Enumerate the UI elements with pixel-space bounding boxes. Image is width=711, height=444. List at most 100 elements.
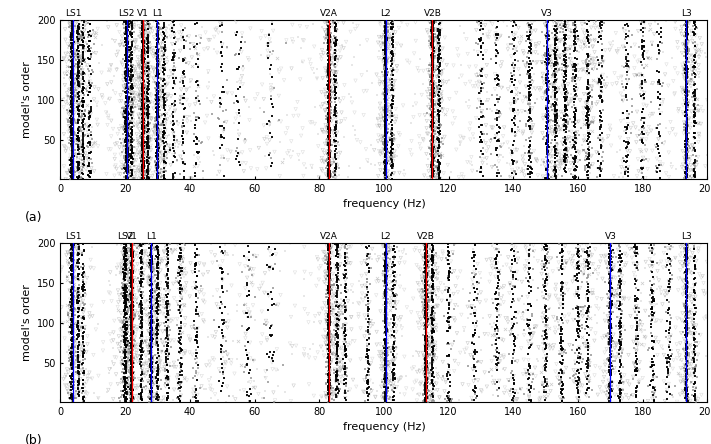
Point xyxy=(137,92,149,99)
Point xyxy=(119,334,130,341)
Point xyxy=(362,262,373,269)
Point xyxy=(73,100,84,107)
Point xyxy=(415,145,427,152)
Point xyxy=(682,279,693,286)
Point xyxy=(323,326,334,333)
Point xyxy=(84,154,95,161)
Point xyxy=(443,395,454,402)
Point xyxy=(540,341,552,348)
Point xyxy=(459,328,470,335)
Point xyxy=(122,158,133,165)
Point xyxy=(117,322,129,329)
Point xyxy=(142,140,154,147)
Point xyxy=(171,322,183,329)
Point xyxy=(135,169,146,176)
Point xyxy=(474,138,486,145)
Point xyxy=(161,341,173,349)
Point xyxy=(324,365,335,373)
Point xyxy=(248,266,260,273)
Point xyxy=(603,321,614,328)
Point xyxy=(134,359,146,366)
Point xyxy=(524,48,535,55)
Point xyxy=(615,325,626,332)
Point xyxy=(542,315,553,322)
Point xyxy=(331,46,342,53)
Point xyxy=(131,136,142,143)
Point xyxy=(129,331,141,338)
Point xyxy=(119,307,130,314)
Point xyxy=(321,256,333,263)
Point xyxy=(73,135,85,142)
Point xyxy=(555,36,567,44)
Point xyxy=(380,274,391,281)
Point xyxy=(324,24,336,31)
Point xyxy=(558,73,570,80)
Point xyxy=(492,166,503,174)
Point xyxy=(561,156,572,163)
Point xyxy=(426,42,437,49)
Point xyxy=(505,69,516,76)
Point xyxy=(669,382,680,389)
Point xyxy=(122,64,134,71)
Point xyxy=(689,262,700,270)
Point xyxy=(379,305,390,313)
Point xyxy=(168,67,179,74)
Point xyxy=(323,367,334,374)
Point xyxy=(385,19,397,26)
Point xyxy=(570,90,582,97)
Point xyxy=(68,66,79,73)
Point xyxy=(585,253,597,260)
Point xyxy=(330,56,341,63)
Point xyxy=(363,329,374,337)
Point xyxy=(68,351,79,358)
Point xyxy=(73,250,85,258)
Point xyxy=(137,26,149,33)
Point xyxy=(386,87,397,94)
Point xyxy=(381,37,392,44)
Point xyxy=(384,136,395,143)
Point xyxy=(146,256,157,263)
Point xyxy=(508,81,519,88)
Point xyxy=(77,151,88,159)
Point xyxy=(689,310,700,317)
Point xyxy=(127,328,138,335)
Point xyxy=(545,103,557,110)
Point xyxy=(444,250,455,257)
Point xyxy=(604,245,616,252)
Point xyxy=(363,261,374,268)
Point xyxy=(161,301,173,309)
Point xyxy=(119,321,130,328)
Point xyxy=(419,323,431,330)
Point xyxy=(509,167,520,174)
Point xyxy=(427,20,438,27)
Point xyxy=(571,138,582,145)
Point xyxy=(323,387,334,394)
Point xyxy=(421,281,432,289)
Point xyxy=(77,175,89,182)
Point xyxy=(163,311,174,318)
Point xyxy=(387,67,398,74)
Point xyxy=(80,111,91,119)
Point xyxy=(120,78,132,85)
Point xyxy=(139,361,150,368)
Point xyxy=(550,32,561,39)
Point xyxy=(324,129,336,136)
Point xyxy=(429,48,440,56)
Point xyxy=(136,114,147,121)
Point xyxy=(323,135,334,143)
Point xyxy=(570,60,581,67)
Point xyxy=(427,325,438,332)
Point xyxy=(427,141,438,148)
Point xyxy=(123,98,134,105)
Point xyxy=(151,140,163,147)
Point xyxy=(642,55,653,62)
Point xyxy=(67,306,78,313)
Point xyxy=(533,40,545,47)
Point xyxy=(67,170,78,177)
Point xyxy=(680,29,692,36)
Point xyxy=(328,95,340,102)
Point xyxy=(541,96,552,103)
Point xyxy=(77,112,88,119)
Point xyxy=(569,44,580,51)
Point xyxy=(574,379,585,386)
